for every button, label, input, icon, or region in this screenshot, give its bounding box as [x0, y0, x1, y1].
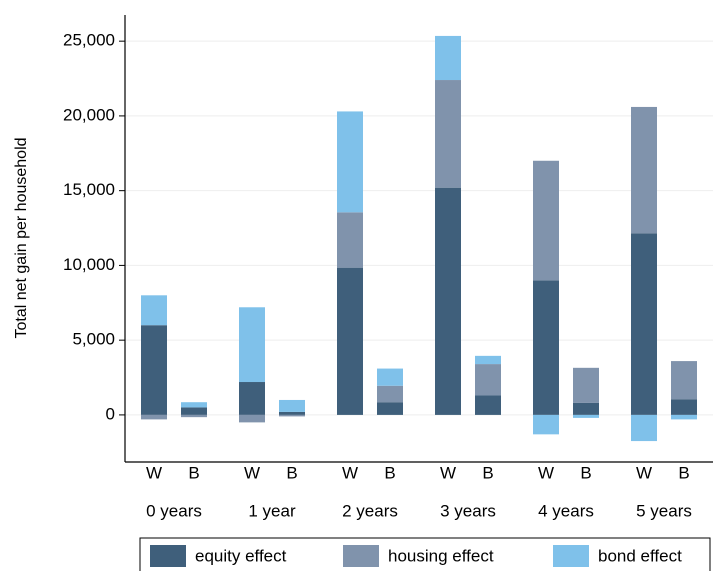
bar-segment: [533, 160, 559, 281]
bar-segment: [279, 414, 305, 417]
bar-segment: [239, 382, 265, 415]
bar-segment: [631, 233, 657, 415]
group-label: 1 year: [248, 501, 296, 520]
bar-segment: [671, 414, 697, 420]
x-tick-label: B: [482, 463, 493, 482]
bar-segment: [475, 355, 501, 365]
bar-segment: [239, 414, 265, 423]
y-tick-label: 15,000: [63, 180, 115, 199]
legend-swatch: [343, 545, 379, 567]
legend-swatch: [553, 545, 589, 567]
bar-segment: [671, 399, 697, 415]
legend-swatch: [150, 545, 186, 567]
bar-segment: [435, 35, 461, 81]
bar-segment: [337, 111, 363, 213]
bar-segment: [377, 368, 403, 386]
x-tick-label: B: [384, 463, 395, 482]
bar-segment: [475, 364, 501, 396]
bar-segment: [533, 414, 559, 435]
group-label: 5 years: [636, 501, 692, 520]
group-label: 0 years: [146, 501, 202, 520]
y-tick-label: 25,000: [63, 31, 115, 50]
x-tick-label: W: [538, 463, 554, 482]
x-tick-label: W: [636, 463, 652, 482]
bar-segment: [141, 414, 167, 420]
bar-segment: [337, 212, 363, 268]
bar-segment: [279, 399, 305, 412]
bar-segment: [377, 385, 403, 403]
bar-segment: [181, 414, 207, 418]
bar-segment: [141, 295, 167, 326]
x-tick-label: B: [188, 463, 199, 482]
bar-segment: [475, 395, 501, 415]
bar-segment: [337, 267, 363, 415]
bar-segment: [141, 325, 167, 415]
group-label: 4 years: [538, 501, 594, 520]
bar-segment: [573, 367, 599, 403]
legend-box: [139, 537, 711, 571]
bar-segment: [671, 361, 697, 400]
legend-label: equity effect: [195, 546, 287, 565]
bar-segment: [573, 414, 599, 418]
legend-label: housing effect: [388, 546, 494, 565]
bar-segment: [181, 407, 207, 415]
x-tick-label: W: [440, 463, 456, 482]
bar-segment: [533, 280, 559, 415]
group-label: 3 years: [440, 501, 496, 520]
y-axis-title: Total net gain per household: [13, 137, 30, 338]
bar-segment: [239, 307, 265, 383]
x-tick-label: W: [342, 463, 358, 482]
x-tick-label: B: [286, 463, 297, 482]
group-label: 2 years: [342, 501, 398, 520]
x-tick-label: B: [580, 463, 591, 482]
y-tick-label: 10,000: [63, 255, 115, 274]
bar-segment: [181, 402, 207, 408]
bar-segment: [435, 80, 461, 188]
bar-segment: [377, 402, 403, 415]
bar-segment: [573, 402, 599, 415]
x-tick-label: W: [244, 463, 260, 482]
bar-segment: [435, 187, 461, 415]
x-tick-label: W: [146, 463, 162, 482]
x-tick-label: B: [678, 463, 689, 482]
bar-segment: [279, 411, 305, 415]
y-tick-label: 20,000: [63, 105, 115, 124]
bar-segment: [631, 414, 657, 442]
y-tick-label: 0: [106, 404, 115, 423]
legend-label: bond effect: [598, 546, 682, 565]
y-tick-label: 5,000: [72, 330, 115, 349]
bar-segment: [631, 106, 657, 234]
